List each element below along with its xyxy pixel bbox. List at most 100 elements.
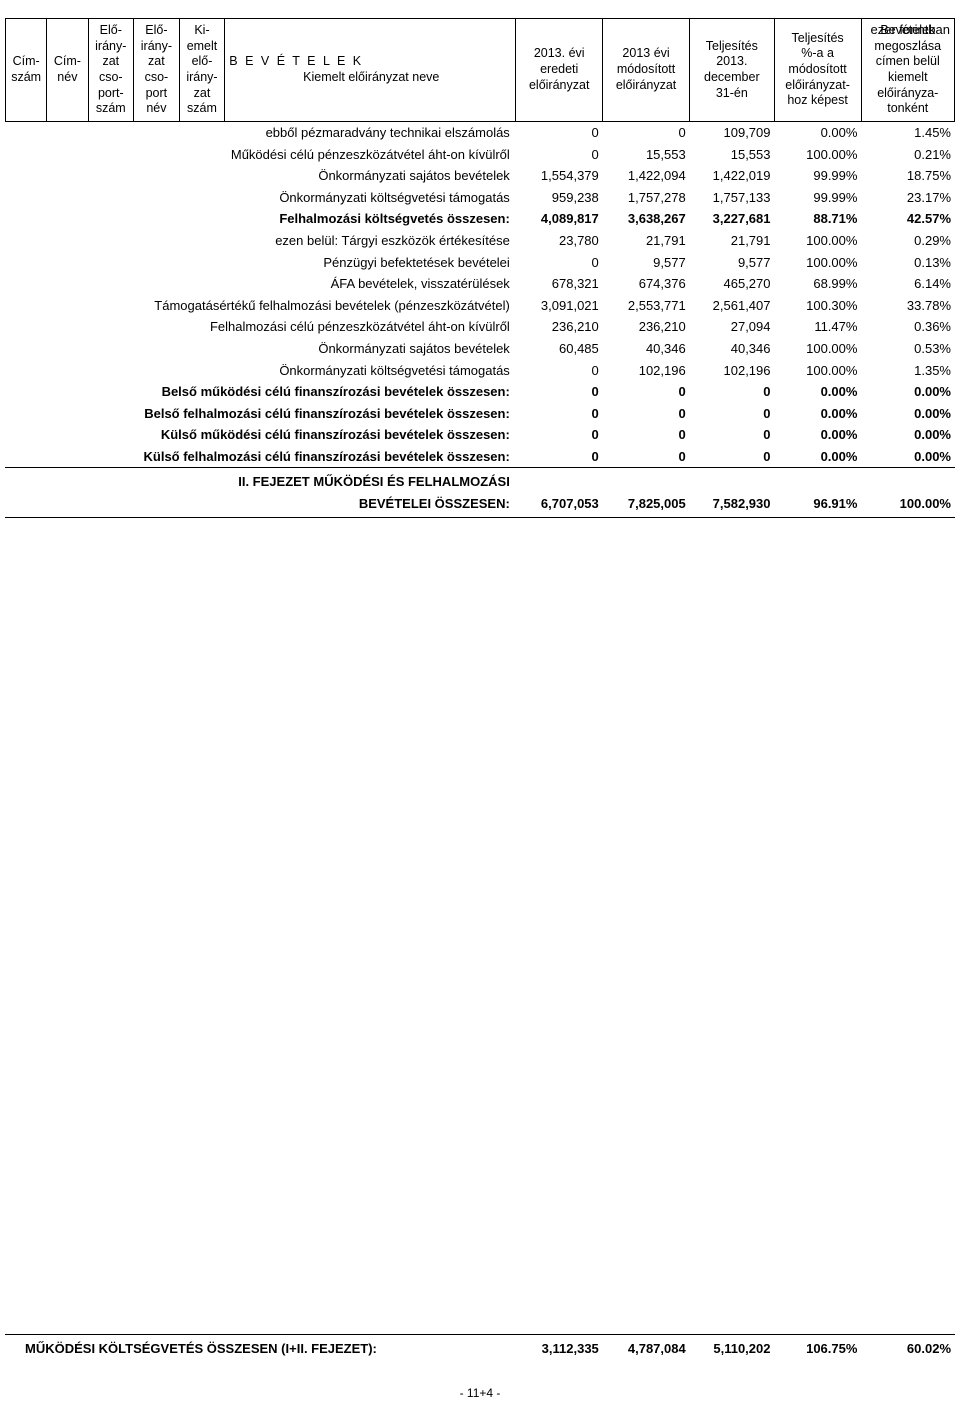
row-desc: Önkormányzati sajátos bevételek — [5, 165, 516, 187]
table-row: Önkormányzati sajátos bevételek60,48540,… — [5, 338, 955, 360]
row-val-1: 674,376 — [603, 273, 690, 295]
row-val-0: 1,554,379 — [516, 165, 603, 187]
grand-total-v1: 4,787,084 — [603, 1335, 690, 1363]
row-desc: Külső felhalmozási célú finanszírozási b… — [5, 446, 516, 468]
row-val-3: 100.00% — [775, 230, 862, 252]
row-desc: Önkormányzati költségvetési támogatás — [5, 359, 516, 381]
row-val-3: 0.00% — [775, 402, 862, 424]
row-val-0: 0 — [516, 143, 603, 165]
section-total-line2: BEVÉTELEI ÖSSZESEN:6,707,0537,825,0057,5… — [5, 493, 955, 518]
header-col-1: Cím-név — [47, 19, 88, 122]
row-val-3: 0.00% — [775, 446, 862, 468]
section-total-label2: BEVÉTELEI ÖSSZESEN: — [5, 493, 516, 518]
row-val-2: 3,227,681 — [690, 208, 775, 230]
row-val-4: 0.36% — [861, 316, 955, 338]
row-val-2: 102,196 — [690, 359, 775, 381]
row-desc: Önkormányzati költségvetési támogatás — [5, 187, 516, 209]
row-desc: Támogatásértékű felhalmozási bevételek (… — [5, 295, 516, 317]
row-val-3: 100.00% — [775, 359, 862, 381]
row-val-0: 0 — [516, 446, 603, 468]
row-val-4: 0.00% — [861, 402, 955, 424]
row-val-4: 18.75% — [861, 165, 955, 187]
row-desc: Belső működési célú finanszírozási bevét… — [5, 381, 516, 403]
row-val-2: 27,094 — [690, 316, 775, 338]
section-total-label1: II. FEJEZET MŰKÖDÉSI ÉS FELHALMOZÁSI — [5, 468, 516, 493]
row-val-3: 0.00% — [775, 424, 862, 446]
row-val-2: 40,346 — [690, 338, 775, 360]
grand-total-row: MŰKÖDÉSI KÖLTSÉGVETÉS ÖSSZESEN (I+II. FE… — [5, 1334, 955, 1362]
table-row: Önkormányzati költségvetési támogatás959… — [5, 187, 955, 209]
row-val-1: 0 — [603, 381, 690, 403]
row-val-4: 0.13% — [861, 251, 955, 273]
row-val-0: 0 — [516, 122, 603, 144]
table-row: ezen belül: Tárgyi eszközök értékesítése… — [5, 230, 955, 252]
section-total-line1: II. FEJEZET MŰKÖDÉSI ÉS FELHALMOZÁSI — [5, 468, 955, 493]
row-val-0: 0 — [516, 381, 603, 403]
table-row: ebből pézmaradvány technikai elszámolás0… — [5, 122, 955, 144]
row-val-1: 0 — [603, 402, 690, 424]
table-row: Önkormányzati sajátos bevételek1,554,379… — [5, 165, 955, 187]
row-val-0: 4,089,817 — [516, 208, 603, 230]
row-val-4: 0.00% — [861, 446, 955, 468]
table-row: ÁFA bevételek, visszatérülések678,321674… — [5, 273, 955, 295]
row-val-4: 42.57% — [861, 208, 955, 230]
row-val-3: 100.00% — [775, 251, 862, 273]
header-col-5: B E V É T E L E KKiemelt előirányzat nev… — [225, 19, 516, 122]
row-val-2: 0 — [690, 424, 775, 446]
header-col-4: Ki-emeltelő-irány-zatszám — [179, 19, 225, 122]
grand-total-v4: 60.02% — [861, 1335, 955, 1363]
row-val-1: 0 — [603, 424, 690, 446]
section-total-v3: 96.91% — [775, 493, 862, 518]
row-val-2: 15,553 — [690, 143, 775, 165]
row-val-2: 0 — [690, 446, 775, 468]
header-col-2: Elő-irány-zatcso-port-szám — [88, 19, 134, 122]
row-val-3: 88.71% — [775, 208, 862, 230]
row-val-4: 1.45% — [861, 122, 955, 144]
table-row: Önkormányzati költségvetési támogatás010… — [5, 359, 955, 381]
row-val-3: 99.99% — [775, 187, 862, 209]
row-val-4: 0.53% — [861, 338, 955, 360]
row-val-0: 236,210 — [516, 316, 603, 338]
table-row: Felhalmozási költségvetés összesen:4,089… — [5, 208, 955, 230]
table-row: Pénzügyi befektetések bevételei09,5779,5… — [5, 251, 955, 273]
row-val-1: 1,757,278 — [603, 187, 690, 209]
row-desc: Önkormányzati sajátos bevételek — [5, 338, 516, 360]
row-val-0: 23,780 — [516, 230, 603, 252]
header-table: Cím-számCím-névElő-irány-zatcso-port-szá… — [5, 18, 955, 122]
row-val-4: 0.29% — [861, 230, 955, 252]
section-total-v2: 7,582,930 — [690, 493, 775, 518]
table-row: Felhalmozási célú pénzeszközátvétel áht-… — [5, 316, 955, 338]
row-val-1: 40,346 — [603, 338, 690, 360]
table-row: Támogatásértékű felhalmozási bevételek (… — [5, 295, 955, 317]
row-val-0: 60,485 — [516, 338, 603, 360]
row-val-0: 0 — [516, 402, 603, 424]
grand-total-v0: 3,112,335 — [516, 1335, 603, 1363]
row-val-2: 21,791 — [690, 230, 775, 252]
table-row: Külső felhalmozási célú finanszírozási b… — [5, 446, 955, 468]
row-val-3: 68.99% — [775, 273, 862, 295]
row-val-0: 678,321 — [516, 273, 603, 295]
row-val-4: 0.00% — [861, 381, 955, 403]
row-val-1: 2,553,771 — [603, 295, 690, 317]
row-val-3: 100.00% — [775, 338, 862, 360]
row-val-2: 0 — [690, 402, 775, 424]
row-val-4: 0.21% — [861, 143, 955, 165]
row-val-1: 3,638,267 — [603, 208, 690, 230]
unit-label: ezer forintban — [871, 22, 951, 37]
header-col-6: 2013. évieredetielőirányzat — [516, 19, 603, 122]
row-desc: Működési célú pénzeszközátvétel áht-on k… — [5, 143, 516, 165]
row-val-2: 2,561,407 — [690, 295, 775, 317]
section-total-v0: 6,707,053 — [516, 493, 603, 518]
row-val-2: 1,757,133 — [690, 187, 775, 209]
table-row: Belső felhalmozási célú finanszírozási b… — [5, 402, 955, 424]
row-val-2: 1,422,019 — [690, 165, 775, 187]
row-val-1: 15,553 — [603, 143, 690, 165]
header-col-8: Teljesítés2013.december31-én — [689, 19, 774, 122]
row-desc: ezen belül: Tárgyi eszközök értékesítése — [5, 230, 516, 252]
row-val-3: 0.00% — [775, 122, 862, 144]
row-desc: ebből pézmaradvány technikai elszámolás — [5, 122, 516, 144]
row-val-3: 100.30% — [775, 295, 862, 317]
table-row: Külső működési célú finanszírozási bevét… — [5, 424, 955, 446]
table-row: Működési célú pénzeszközátvétel áht-on k… — [5, 143, 955, 165]
row-val-4: 1.35% — [861, 359, 955, 381]
